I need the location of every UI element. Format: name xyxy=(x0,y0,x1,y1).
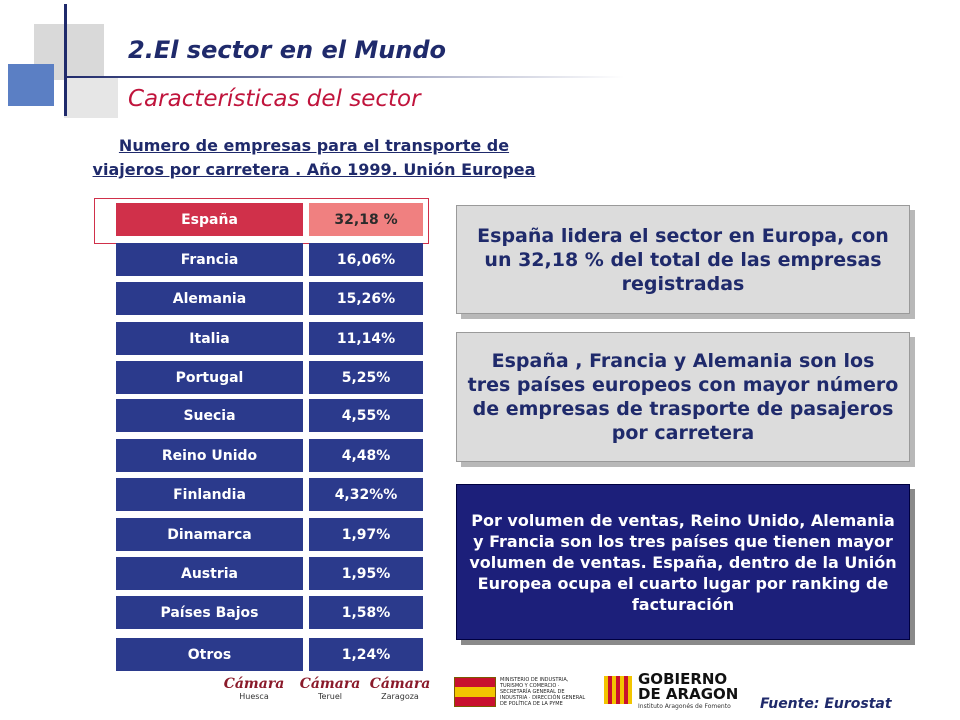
value-cell: 4,55% xyxy=(309,399,423,432)
country-cell: España xyxy=(116,203,303,236)
camara-huesca-logo: Cámara Huesca xyxy=(222,676,286,701)
ministry-logo: MINISTERIO DE INDUSTRIA, TURISMO Y COMER… xyxy=(454,676,590,708)
source-note: Fuente: Eurostat xyxy=(760,696,892,712)
decorative-vertical-line xyxy=(64,4,67,116)
country-cell: Países Bajos xyxy=(116,596,303,629)
table-title: Numero de empresas para el transporte de… xyxy=(16,134,612,182)
country-cell: Alemania xyxy=(116,282,303,315)
camara-name: Cámara xyxy=(369,676,431,692)
country-cell: Francia xyxy=(116,243,303,276)
table-title-line1: Numero de empresas para el transporte de xyxy=(118,136,510,155)
aragon-line1: GOBIERNO xyxy=(638,670,728,688)
info-box-sales-volume: Por volumen de ventas, Reino Unido, Alem… xyxy=(456,484,910,640)
value-cell: 16,06% xyxy=(309,243,423,276)
camara-city: Huesca xyxy=(239,692,269,701)
aragon-flag-icon xyxy=(604,676,632,704)
decorative-square-blue xyxy=(8,64,54,106)
value-cell: 1,97% xyxy=(309,518,423,551)
camara-zaragoza-logo: Cámara Zaragoza xyxy=(368,676,432,701)
value-cell: 1,95% xyxy=(309,557,423,590)
decorative-horizontal-line xyxy=(64,76,624,78)
spain-shield-icon xyxy=(454,677,496,707)
country-cell: Austria xyxy=(116,557,303,590)
camara-teruel-logo: Cámara Teruel xyxy=(298,676,362,701)
aragon-line2: DE ARAGON xyxy=(638,685,739,703)
country-cell: Italia xyxy=(116,322,303,355)
value-cell: 15,26% xyxy=(309,282,423,315)
country-cell: Reino Unido xyxy=(116,439,303,472)
aragon-subtitle: Instituto Aragonés de Fomento xyxy=(638,703,731,710)
info-box-spain-leads: España lidera el sector en Europa, con u… xyxy=(456,205,910,314)
value-cell: 5,25% xyxy=(309,361,423,394)
value-cell: 4,48% xyxy=(309,439,423,472)
table-title-line2: viajeros por carretera . Año 1999. Unión… xyxy=(92,160,536,179)
value-cell: 11,14% xyxy=(309,322,423,355)
camara-name: Cámara xyxy=(299,676,361,692)
country-cell: Dinamarca xyxy=(116,518,303,551)
decorative-square-light xyxy=(64,76,118,118)
info-box-top-three: España , Francia y Alemania son los tres… xyxy=(456,332,910,462)
camara-city: Zaragoza xyxy=(381,692,419,701)
camara-city: Teruel xyxy=(318,692,342,701)
slide-subtitle: Características del sector xyxy=(128,86,421,112)
ministry-text: MINISTERIO DE INDUSTRIA, TURISMO Y COMER… xyxy=(500,677,586,707)
country-cell: Otros xyxy=(116,638,303,671)
value-cell: 1,58% xyxy=(309,596,423,629)
camara-name: Cámara xyxy=(223,676,285,692)
slide-title: 2.El sector en el Mundo xyxy=(128,36,447,64)
value-cell: 4,32%% xyxy=(309,478,423,511)
gobierno-aragon-logo: GOBIERNO DE ARAGON xyxy=(638,672,738,702)
value-cell: 32,18 % xyxy=(309,203,423,236)
value-cell: 1,24% xyxy=(309,638,423,671)
country-cell: Finlandia xyxy=(116,478,303,511)
country-cell: Suecia xyxy=(116,399,303,432)
country-cell: Portugal xyxy=(116,361,303,394)
